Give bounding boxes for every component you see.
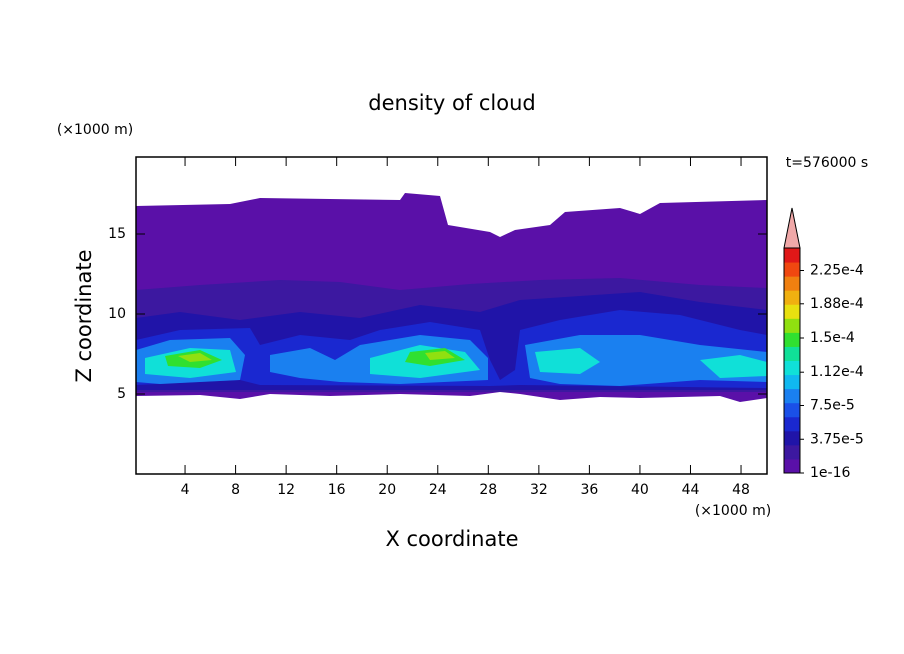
x-tick-label: 48 [732,482,750,498]
colorbar-tick-label: 1e-16 [810,465,850,481]
x-tick-label: 44 [682,482,700,498]
colorbar-band [784,388,800,404]
x-axis-label: X coordinate [385,527,518,551]
colorbar-band [784,304,800,319]
colorbar-tick-label: 1.5e-4 [810,330,855,346]
y-unit: (×1000 m) [57,122,133,138]
x-tick-label: 36 [580,482,598,498]
colorbar-tick-label: 1.12e-4 [810,364,864,380]
colorbar-band [784,262,800,277]
colorbar-frame [783,247,801,474]
colorbar-band [784,248,800,263]
y-axis-label: Z coordinate [72,249,96,382]
x-tick-label: 4 [181,482,190,498]
y-tick-label: 15 [108,226,126,242]
x-tick-label: 32 [530,482,548,498]
y-tick-label: 10 [108,306,126,322]
x-tick-label: 40 [631,482,649,498]
colorbar-band [784,444,800,460]
plot-frame [135,156,768,475]
x-tick-label: 24 [429,482,447,498]
colorbar-tick-label: 2.25e-4 [810,263,864,279]
cloud-region [165,348,465,368]
chart-title: density of cloud [368,91,535,115]
x-tick-label: 8 [231,482,240,498]
cloud-field [136,193,767,402]
x-tick-label: 20 [378,482,396,498]
colorbar-band [784,374,800,390]
colorbar-band [784,430,800,446]
colorbar-tick-label: 3.75e-5 [810,431,864,447]
colorbar-band [784,416,800,432]
colorbar-band [784,458,800,474]
x-tick-label: 28 [479,482,497,498]
colorbar-band [784,346,800,361]
colorbar-tick-label: 1.88e-4 [810,296,864,312]
colorbar-tick-label: 7.5e-5 [810,398,855,414]
time-label: t=576000 s [786,155,868,171]
colorbar-band [784,276,800,291]
colorbar-band [784,318,800,333]
y-tick-label: 5 [117,386,126,402]
colorbar-band [784,332,800,347]
colorbar-band [784,360,800,376]
colorbar-band [784,402,800,418]
colorbar-over [783,207,801,249]
colorbar-band [784,290,800,305]
x-tick-label: 16 [328,482,346,498]
x-unit: (×1000 m) [695,503,771,519]
x-tick-label: 12 [277,482,295,498]
